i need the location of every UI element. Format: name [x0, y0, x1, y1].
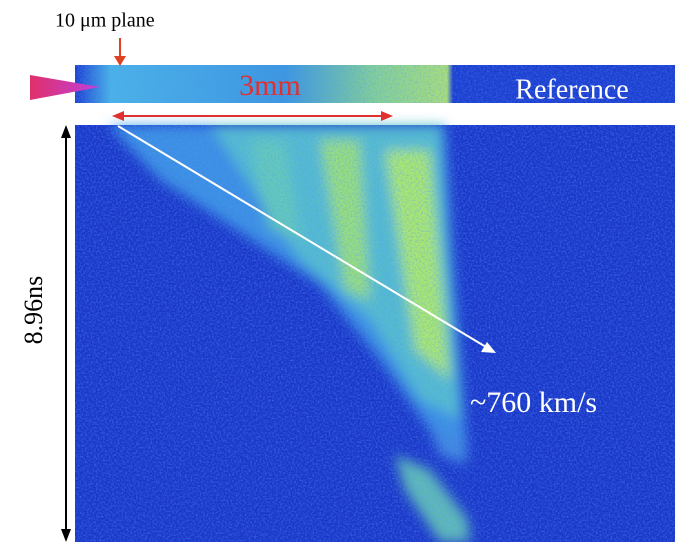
plane-label: 10 μm plane [55, 10, 155, 32]
scale-arrowhead-left [112, 111, 124, 121]
image-noise [75, 125, 675, 542]
time-label: 8.96ns [19, 276, 48, 345]
plane-arrowhead [114, 56, 126, 66]
figure: 10 μm plane 3mm Reference 8.96ns ~760 km… [0, 0, 675, 542]
scale-label: 3mm [239, 69, 301, 102]
time-arrowhead-top [61, 125, 71, 138]
time-arrowhead-bottom [61, 529, 71, 542]
velocity-label: ~760 km/s [470, 386, 597, 419]
scale-arrowhead-right [381, 111, 393, 121]
reference-label: Reference [515, 74, 628, 105]
